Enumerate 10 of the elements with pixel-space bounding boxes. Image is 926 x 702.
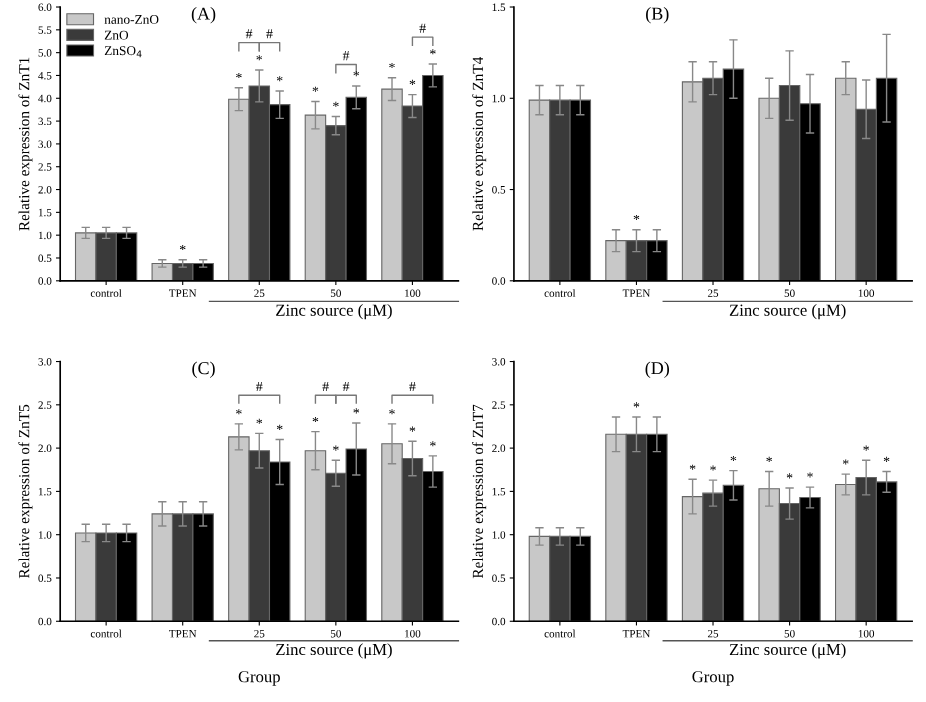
x-axis-title: Group — [692, 671, 734, 686]
text: Zinc source (μM) — [276, 304, 392, 320]
text: Zinc source (μM) — [276, 643, 392, 659]
text: Zinc source (μM) — [729, 304, 846, 320]
chart-title: (D) — [645, 361, 670, 378]
chart-title: (C) — [192, 361, 215, 378]
text: Zinc source (μM) — [729, 643, 846, 659]
chart-title: (B) — [646, 7, 669, 24]
x-axis-title: Group — [238, 671, 280, 686]
chart-title: (A) — [191, 7, 216, 24]
